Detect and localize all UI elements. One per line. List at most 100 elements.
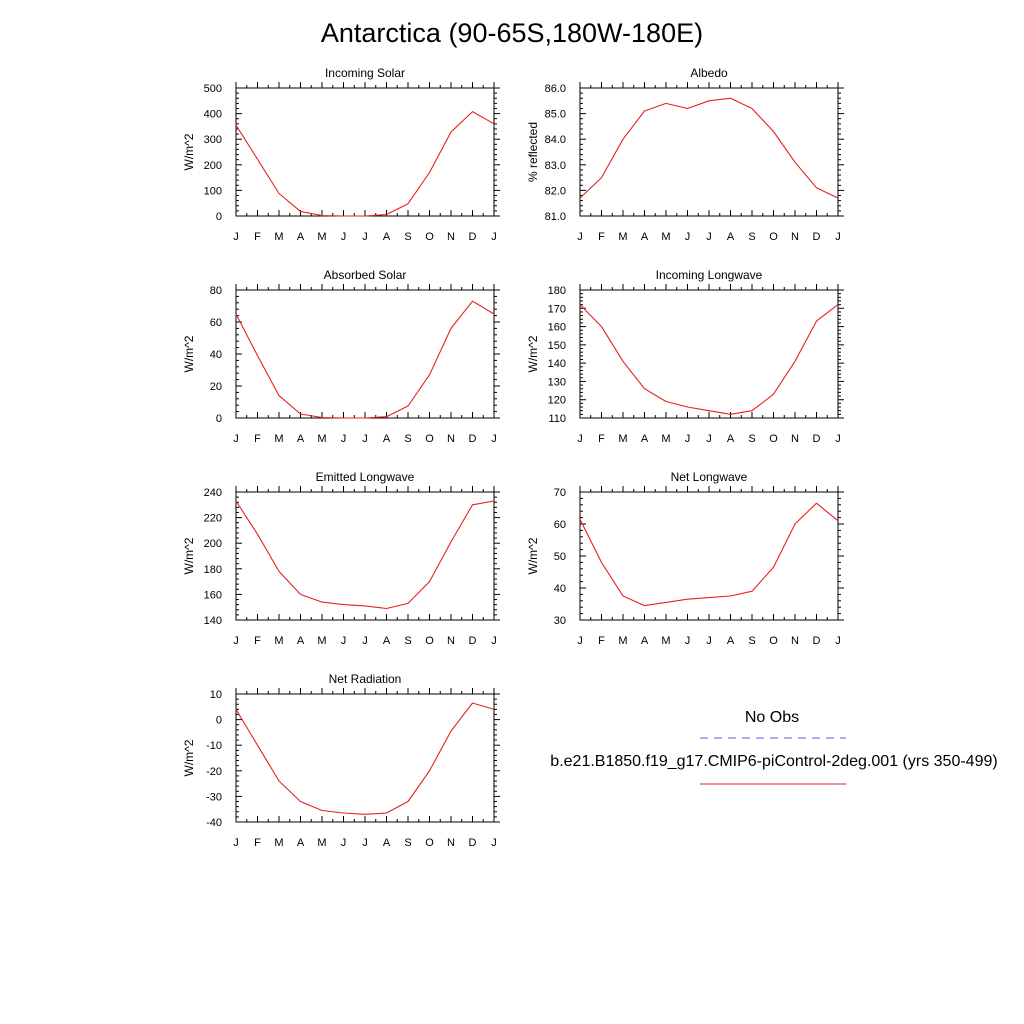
x-tick-label: S <box>404 231 411 243</box>
x-tick-label: F <box>598 433 605 445</box>
x-tick-label: D <box>469 635 477 647</box>
x-tick-label: A <box>641 635 649 647</box>
y-tick-label: -10 <box>206 740 222 752</box>
x-tick-label: A <box>383 635 391 647</box>
y-tick-label: -20 <box>206 766 222 778</box>
y-tick-label: 40 <box>210 349 222 361</box>
x-tick-label: M <box>661 433 670 445</box>
x-tick-label: D <box>813 433 821 445</box>
y-tick-label: 0 <box>216 211 222 223</box>
y-tick-label: 0 <box>216 413 222 425</box>
x-tick-label: M <box>274 635 283 647</box>
x-tick-label: J <box>685 433 691 445</box>
legend-model-label: b.e21.B1850.f19_g17.CMIP6-piControl-2deg… <box>550 753 997 770</box>
x-tick-label: M <box>274 433 283 445</box>
y-tick-label: 30 <box>554 615 566 627</box>
x-tick-label: J <box>362 231 368 243</box>
y-tick-label: 220 <box>204 513 222 525</box>
x-tick-label: M <box>618 433 627 445</box>
x-tick-label: M <box>317 635 326 647</box>
x-tick-label: A <box>641 231 649 243</box>
x-tick-label: M <box>618 231 627 243</box>
y-tick-label: 110 <box>548 413 566 425</box>
x-tick-label: D <box>469 231 477 243</box>
y-tick-label: 84.0 <box>545 134 566 146</box>
x-tick-label: D <box>813 635 821 647</box>
y-tick-label: 140 <box>548 358 566 370</box>
x-tick-label: N <box>447 433 455 445</box>
y-tick-label: 150 <box>548 340 566 352</box>
y-tick-label: 400 <box>204 109 222 121</box>
y-tick-label: 0 <box>216 715 222 727</box>
series-line <box>235 500 495 610</box>
x-tick-label: J <box>491 433 497 445</box>
x-tick-label: M <box>317 231 326 243</box>
x-tick-label: F <box>254 837 261 849</box>
x-tick-label: O <box>425 433 434 445</box>
x-tick-label: M <box>618 635 627 647</box>
y-axis-label: W/m^2 <box>182 133 196 170</box>
y-tick-label: 160 <box>204 589 222 601</box>
y-axis-label: W/m^2 <box>526 335 540 372</box>
x-tick-label: A <box>727 433 735 445</box>
plot-frame <box>579 87 839 217</box>
y-tick-label: 180 <box>204 564 222 576</box>
y-tick-label: 20 <box>210 381 222 393</box>
y-tick-label: 140 <box>204 615 222 627</box>
x-tick-label: M <box>274 231 283 243</box>
x-tick-label: O <box>425 837 434 849</box>
y-tick-label: 180 <box>548 285 566 297</box>
panel-title: Emitted Longwave <box>316 470 415 484</box>
x-tick-label: S <box>748 231 755 243</box>
plot-frame <box>235 289 495 419</box>
panel-title: Albedo <box>690 66 728 80</box>
x-tick-label: A <box>297 837 305 849</box>
x-tick-label: J <box>577 433 583 445</box>
panel-title: Incoming Solar <box>325 66 405 80</box>
x-tick-label: O <box>769 433 778 445</box>
y-tick-label: -40 <box>206 817 222 829</box>
x-tick-label: D <box>469 433 477 445</box>
x-tick-label: J <box>233 635 239 647</box>
x-tick-label: N <box>791 635 799 647</box>
y-tick-label: 60 <box>554 519 566 531</box>
y-tick-label: 50 <box>554 551 566 563</box>
x-tick-label: M <box>661 231 670 243</box>
x-tick-label: D <box>469 837 477 849</box>
y-tick-label: 500 <box>204 83 222 95</box>
x-tick-label: N <box>791 433 799 445</box>
y-axis-label: W/m^2 <box>526 537 540 574</box>
y-tick-label: 85.0 <box>545 109 566 121</box>
y-axis-label: W/m^2 <box>182 335 196 372</box>
x-tick-label: J <box>341 837 347 849</box>
y-tick-label: 200 <box>204 160 222 172</box>
x-tick-label: A <box>727 231 735 243</box>
legend: No Obs b.e21.B1850.f19_g17.CMIP6-piContr… <box>550 709 998 785</box>
plot-frame <box>235 87 495 217</box>
x-tick-label: A <box>727 635 735 647</box>
x-tick-label: J <box>491 837 497 849</box>
x-tick-label: S <box>404 837 411 849</box>
x-tick-label: J <box>233 231 239 243</box>
x-tick-label: J <box>491 231 497 243</box>
y-tick-label: -30 <box>206 791 222 803</box>
x-tick-label: F <box>598 231 605 243</box>
y-tick-label: 70 <box>554 487 566 499</box>
x-tick-label: J <box>362 433 368 445</box>
x-tick-label: J <box>341 433 347 445</box>
x-tick-label: M <box>661 635 670 647</box>
x-tick-label: J <box>362 635 368 647</box>
x-tick-label: J <box>341 635 347 647</box>
x-tick-label: J <box>706 231 712 243</box>
y-tick-label: 82.0 <box>545 185 566 197</box>
x-tick-label: M <box>317 433 326 445</box>
x-tick-label: J <box>706 635 712 647</box>
y-tick-label: 200 <box>204 538 222 550</box>
x-tick-label: S <box>748 433 755 445</box>
series-line <box>235 300 495 419</box>
panel-title: Absorbed Solar <box>324 268 407 282</box>
